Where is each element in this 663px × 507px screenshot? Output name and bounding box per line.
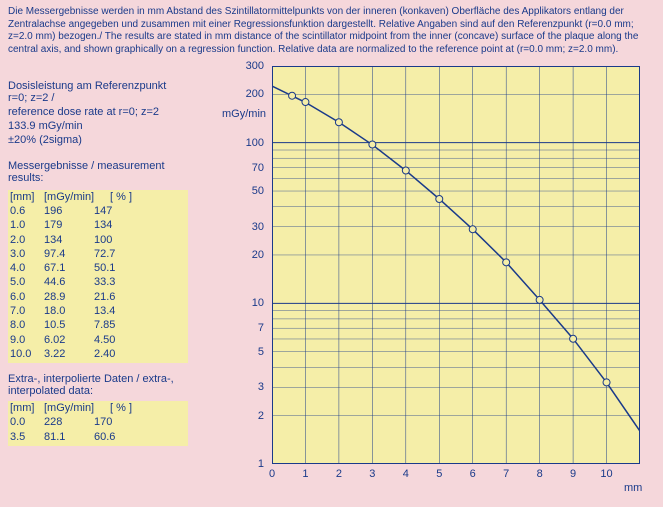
table-row: 0.6196147 bbox=[10, 204, 186, 218]
x-tick-label: 8 bbox=[537, 468, 543, 480]
y-tick-label: 300 bbox=[246, 60, 264, 72]
col-pct: [ % ] bbox=[110, 191, 152, 203]
y-tick-label: 100 bbox=[246, 137, 264, 149]
x-tick-label: 4 bbox=[403, 468, 409, 480]
table-row: 3.097.472.7 bbox=[10, 247, 186, 261]
measurement-label: Messergebnisse / measurement results: bbox=[8, 160, 188, 184]
x-tick-label: 9 bbox=[570, 468, 576, 480]
table-row: 8.010.57.85 bbox=[10, 318, 186, 332]
x-tick-label: 2 bbox=[336, 468, 342, 480]
x-tick-label: 3 bbox=[369, 468, 375, 480]
table-row: 0.0228170 bbox=[10, 415, 186, 429]
table-row: 10.03.222.40 bbox=[10, 347, 186, 361]
extra-label: Extra-, interpolierte Daten / extra-, in… bbox=[8, 373, 188, 397]
y-tick-label: 7 bbox=[258, 322, 264, 334]
table-row: 2.0134100 bbox=[10, 233, 186, 247]
y-tick-label: 20 bbox=[252, 249, 264, 261]
y-tick-label: 1 bbox=[258, 458, 264, 470]
table-row: 5.044.633.3 bbox=[10, 275, 186, 289]
extra-table-header: [mm] [mGy/min] [ % ] bbox=[8, 401, 188, 415]
table-header: [mm] [mGy/min] [ % ] bbox=[8, 190, 188, 204]
y-tick-label: 10 bbox=[252, 297, 264, 309]
y-axis-unit: mGy/min bbox=[222, 108, 266, 120]
x-tick-label: 1 bbox=[302, 468, 308, 480]
y-tick-label: 30 bbox=[252, 221, 264, 233]
y-tick-label: 3 bbox=[258, 381, 264, 393]
x-tick-label: 7 bbox=[503, 468, 509, 480]
col-pct: [ % ] bbox=[110, 402, 152, 414]
table-row: 6.028.921.6 bbox=[10, 290, 186, 304]
table-row: 3.581.160.6 bbox=[10, 430, 186, 444]
dose-value: 133.9 mGy/min bbox=[8, 120, 188, 132]
y-tick-label: 5 bbox=[258, 346, 264, 358]
extra-table-body: 0.02281703.581.160.6 bbox=[8, 415, 188, 446]
table-row: 1.0179134 bbox=[10, 218, 186, 232]
dose-label-de: Dosisleistung am Referenzpunkt r=0; z=2 … bbox=[8, 80, 188, 104]
col-mgy: [mGy/min] bbox=[44, 191, 110, 203]
table-row: 4.067.150.1 bbox=[10, 261, 186, 275]
description-text: Die Messergebnisse werden in mm Abstand … bbox=[0, 0, 663, 60]
table-row: 7.018.013.4 bbox=[10, 304, 186, 318]
dose-rate-block: Dosisleistung am Referenzpunkt r=0; z=2 … bbox=[8, 80, 188, 146]
x-tick-label: 0 bbox=[269, 468, 275, 480]
y-tick-label: 200 bbox=[246, 88, 264, 100]
dose-label-en: reference dose rate at r=0; z=2 bbox=[8, 106, 188, 118]
col-mm: [mm] bbox=[10, 191, 44, 203]
table-body: 0.61961471.01791342.01341003.097.472.74.… bbox=[8, 204, 188, 363]
y-tick-label: 70 bbox=[252, 162, 264, 174]
y-tick-label: 2 bbox=[258, 410, 264, 422]
chart-plot bbox=[272, 66, 640, 464]
x-tick-label: 10 bbox=[600, 468, 612, 480]
x-axis-unit: mm bbox=[624, 482, 642, 494]
left-panel: Dosisleistung am Referenzpunkt r=0; z=2 … bbox=[8, 80, 188, 446]
col-mgy: [mGy/min] bbox=[44, 402, 110, 414]
col-mm: [mm] bbox=[10, 402, 44, 414]
y-tick-label: 50 bbox=[252, 185, 264, 197]
table-row: 9.06.024.50 bbox=[10, 333, 186, 347]
x-tick-label: 6 bbox=[470, 468, 476, 480]
x-tick-label: 5 bbox=[436, 468, 442, 480]
dose-sigma: ±20% (2sigma) bbox=[8, 134, 188, 146]
chart-area: 123571020305070100200300mGy/min 01234567… bbox=[210, 60, 650, 500]
